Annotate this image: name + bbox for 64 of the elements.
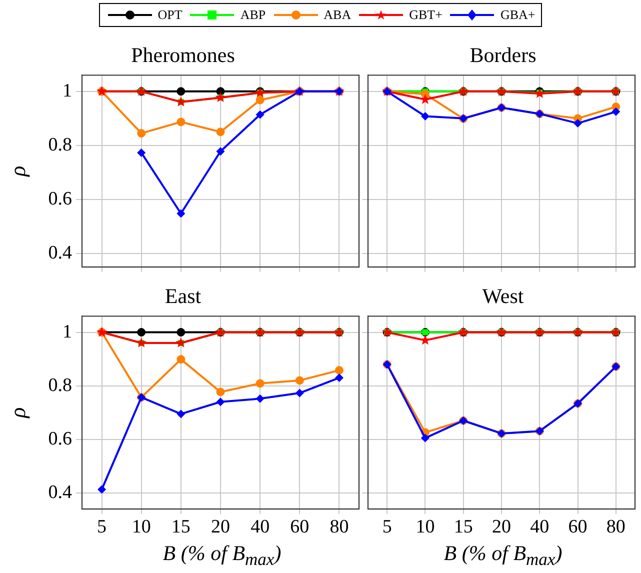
y-axis-title: ρ	[4, 166, 30, 178]
point	[176, 328, 186, 337]
x-tick-label: 80	[330, 516, 349, 538]
legend-label: GBA+	[500, 7, 536, 23]
y-tick-label: 0.6	[48, 188, 72, 210]
legend-label: OPT	[158, 7, 182, 23]
point	[334, 374, 344, 382]
point	[256, 379, 264, 388]
point	[295, 388, 304, 398]
y-axis-title: ρ	[4, 407, 30, 419]
legend-label: ABP	[240, 7, 266, 23]
point	[137, 328, 146, 337]
chart-title: Pheromones	[131, 43, 235, 68]
x-axis-title: B (% of B$_{max}$)	[442, 540, 564, 571]
point	[176, 355, 186, 364]
point	[176, 410, 186, 418]
x-tick-label: 5	[382, 516, 392, 538]
point	[256, 96, 264, 104]
chart-title: East	[164, 284, 202, 308]
point	[334, 366, 344, 375]
x-tick-label: 10	[132, 516, 151, 538]
point	[534, 88, 545, 98]
point	[256, 110, 264, 119]
y-tick-label: 1	[62, 321, 72, 342]
point	[176, 209, 186, 218]
x-tick-label: 40	[530, 516, 550, 538]
point	[216, 128, 225, 136]
x-tick-label: 40	[250, 516, 270, 538]
point	[420, 434, 430, 442]
y-tick-label: 0.4	[48, 482, 72, 503]
x-tick-label: 10	[416, 516, 435, 538]
point	[216, 388, 225, 396]
chart-title: West	[482, 284, 524, 308]
x-tick-label: 80	[606, 516, 626, 538]
point	[215, 92, 226, 102]
x-tick-label: 5	[97, 516, 107, 538]
point	[574, 119, 582, 128]
y-tick-label: 0.8	[48, 134, 72, 156]
point	[216, 147, 225, 156]
point	[137, 129, 146, 138]
x-tick-label: 20	[211, 516, 230, 538]
y-tick-label: 1	[62, 80, 72, 102]
y-tick-label: 0.4	[48, 242, 72, 264]
x-tick-label: 60	[568, 516, 588, 538]
x-tick-label: 15	[171, 516, 190, 538]
x-tick-label: 60	[290, 516, 310, 538]
y-tick-label: 0.8	[48, 374, 72, 396]
point	[98, 485, 106, 494]
point	[176, 118, 186, 126]
point	[176, 87, 186, 96]
point	[137, 148, 146, 157]
point	[256, 394, 264, 403]
x-tick-label: 15	[454, 516, 473, 538]
point	[420, 112, 430, 121]
point	[216, 398, 225, 406]
chart-title: Borders	[470, 43, 536, 68]
y-tick-label: 0.6	[48, 428, 72, 450]
x-tick-label: 20	[492, 516, 511, 538]
legend-label: GBT+	[409, 7, 442, 23]
point	[295, 376, 304, 385]
point	[612, 107, 620, 116]
point	[420, 94, 430, 104]
legend-label: ABA	[324, 7, 352, 23]
x-axis-title: B (% of B$_{max}$)	[162, 540, 282, 571]
